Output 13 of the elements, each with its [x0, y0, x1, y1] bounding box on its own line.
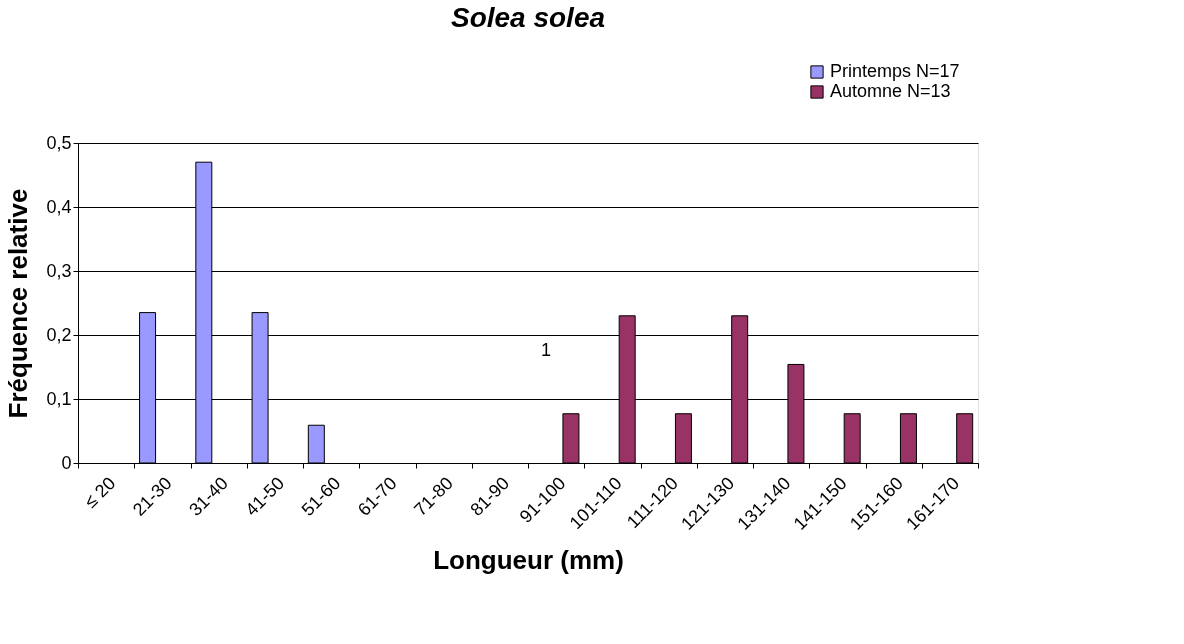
x-tick-label: ≤ 20 — [80, 473, 120, 512]
annotation: 1 — [540, 340, 552, 360]
y-tick-label: 0,3 — [46, 260, 72, 281]
y-tick-label: 0,5 — [46, 132, 72, 153]
y-axis-title: Fréquence relative — [3, 188, 34, 419]
y-tick-label: 0 — [61, 452, 72, 473]
y-tick-label: 0,4 — [46, 196, 72, 217]
y-tick-label: 0,2 — [46, 324, 72, 345]
y-tick-label: 0,1 — [46, 388, 72, 409]
x-axis-title: Longueur (mm) — [433, 544, 624, 575]
chart-title: Solea solea — [450, 2, 606, 33]
legend-label: Automne N=13 — [830, 81, 951, 101]
legend-label: Printemps N=17 — [830, 61, 960, 81]
